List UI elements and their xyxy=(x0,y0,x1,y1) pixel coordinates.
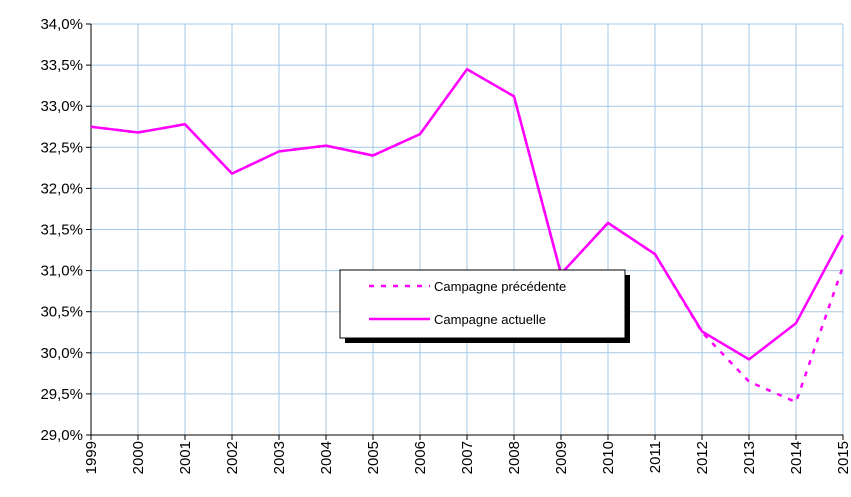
x-tick-label: 2015 xyxy=(835,441,851,474)
y-tick-label: 31,5% xyxy=(40,222,83,239)
x-tick-label: 1999 xyxy=(83,441,100,474)
x-tick-label: 2010 xyxy=(600,441,617,474)
x-tick-label: 2002 xyxy=(224,441,241,474)
x-tick-label: 2014 xyxy=(788,441,805,474)
x-tick-label: 2012 xyxy=(694,441,711,474)
legend-label: Campagne précédente xyxy=(434,279,566,294)
y-tick-label: 33,5% xyxy=(40,57,83,74)
y-tick-label: 29,0% xyxy=(40,427,83,444)
y-tick-label: 30,0% xyxy=(40,345,83,362)
x-tick-label: 2008 xyxy=(506,441,523,474)
y-tick-label: 29,5% xyxy=(40,386,83,403)
x-tick-label: 2003 xyxy=(271,441,288,474)
y-tick-label: 34,0% xyxy=(40,16,83,33)
y-tick-label: 31,0% xyxy=(40,263,83,280)
x-tick-label: 2011 xyxy=(647,441,664,473)
x-tick-label: 2007 xyxy=(459,441,476,474)
y-tick-label: 32,0% xyxy=(40,180,83,197)
x-tick-label: 2000 xyxy=(130,441,147,474)
legend-box xyxy=(339,269,626,339)
x-tick-label: 2006 xyxy=(412,441,429,474)
x-tick-label: 2001 xyxy=(177,441,194,474)
legend-label: Campagne actuelle xyxy=(434,312,546,327)
x-tick-label: 2005 xyxy=(365,441,382,474)
x-tick-label: 2004 xyxy=(318,441,335,474)
y-tick-label: 30,5% xyxy=(40,304,83,321)
series-line xyxy=(90,67,845,361)
x-tick-label: 2009 xyxy=(553,441,570,474)
x-tick-label: 2013 xyxy=(741,441,758,474)
y-tick-label: 32,5% xyxy=(40,139,83,156)
y-tick-label: 33,0% xyxy=(40,98,83,115)
